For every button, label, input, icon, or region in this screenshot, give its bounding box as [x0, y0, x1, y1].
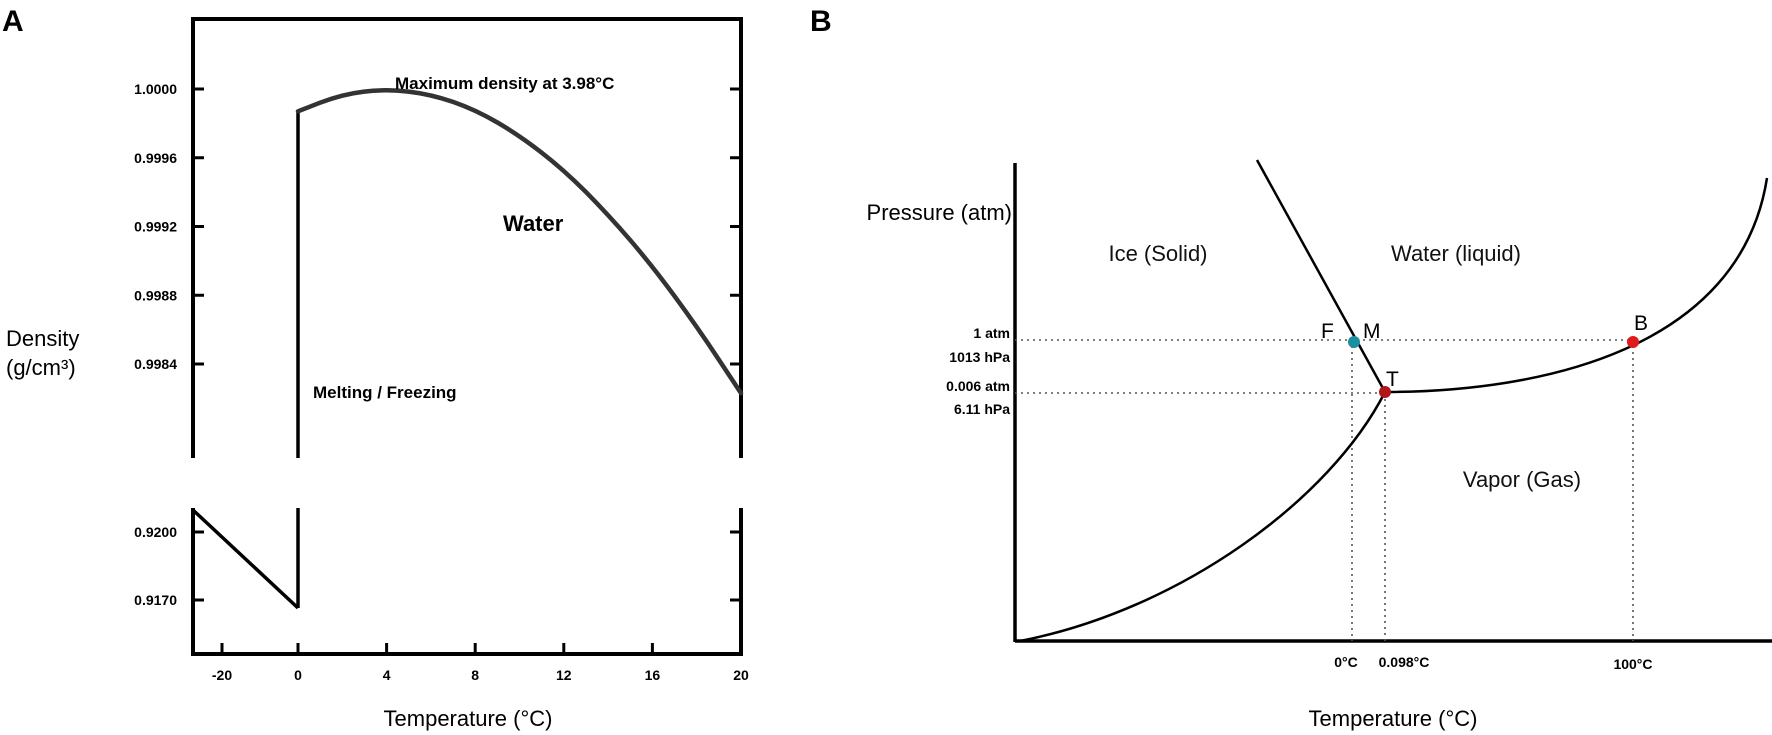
water-density-curve — [295, 88, 744, 396]
panel-b-x-axis-title: Temperature (°C) — [1309, 706, 1478, 731]
panel-a-x-axis-title: Temperature (°C) — [384, 706, 553, 731]
point-label-m: M — [1363, 320, 1381, 343]
region-ice: Ice (Solid) — [1108, 241, 1207, 266]
y-tick-611hpa: 6.11 hPa — [954, 401, 1010, 417]
water-annotation: Water — [503, 211, 564, 236]
panel-a-lower-frame — [191, 508, 743, 656]
panel-a-upper-frame — [191, 17, 743, 458]
panel-a-y-tick-label: 0.9996 — [134, 150, 177, 166]
point-label-b: B — [1634, 312, 1648, 335]
sublimation-curve — [1019, 391, 1387, 643]
ice-density-line — [191, 508, 300, 610]
point-label-f: F — [1321, 320, 1334, 343]
vaporization-curve — [1384, 177, 1769, 394]
point-b — [1627, 336, 1639, 348]
point-t — [1379, 386, 1391, 398]
panel-b: B F M T B Ice (Solid) Water (liquid) Vap… — [810, 5, 1772, 731]
panel-a-y-ticks: 1.0000 0.9996 0.9992 0.9988 0.9984 0.9200 0.91… — [134, 81, 741, 608]
panel-a-x-tick-label: 0 — [294, 667, 302, 683]
panel-a-y-tick-label: 0.9200 — [134, 524, 177, 540]
panel-a-x-tick-label: 8 — [471, 667, 479, 683]
panel-a-x-ticks: -20 0 4 8 12 16 20 — [212, 643, 749, 683]
y-tick-0006atm: 0.006 atm — [946, 378, 1010, 394]
panel-a-x-tick-label: -20 — [212, 667, 232, 683]
panel-a-y-axis-title-line1: Density — [6, 326, 79, 351]
x-tick-100c: 100°C — [1613, 656, 1652, 672]
panel-a-y-tick-label: 0.9992 — [134, 219, 177, 235]
panel-b-letter: B — [810, 5, 832, 38]
panel-a-y-axis-title-line2: (g/cm³) — [6, 355, 76, 380]
melting-curve — [1255, 159, 1387, 393]
panel-b-y-axis-title: Pressure (atm) — [867, 200, 1012, 225]
region-vapor: Vapor (Gas) — [1463, 467, 1581, 492]
panel-a-x-tick-label: 4 — [383, 667, 391, 683]
panel-a: A -20 0 4 8 12 16 20 1.0000 0.9996 0.9992 0.9988 0… — [2, 5, 749, 731]
x-tick-0098c: 0.098°C — [1379, 654, 1430, 670]
melting-annotation: Melting / Freezing — [313, 383, 457, 402]
panel-a-x-tick-label: 12 — [556, 667, 572, 683]
panel-a-y-tick-label: 0.9170 — [134, 592, 177, 608]
panel-a-y-tick-label: 0.9984 — [134, 356, 177, 372]
y-tick-1atm: 1 atm — [973, 325, 1010, 341]
panel-a-letter: A — [2, 5, 24, 38]
panel-a-y-tick-label: 0.9988 — [134, 287, 177, 303]
panel-a-y-tick-label: 1.0000 — [134, 81, 177, 97]
point-fm — [1348, 336, 1360, 348]
max-density-annotation: Maximum density at 3.98°C — [395, 74, 614, 93]
point-label-t: T — [1386, 368, 1399, 391]
y-tick-1013hpa: 1013 hPa — [949, 349, 1010, 365]
panel-b-guides — [1015, 339, 1634, 641]
panel-a-x-tick-label: 16 — [645, 667, 661, 683]
panel-a-x-tick-label: 20 — [733, 667, 749, 683]
x-tick-0c: 0°C — [1334, 654, 1358, 670]
region-water: Water (liquid) — [1391, 241, 1521, 266]
